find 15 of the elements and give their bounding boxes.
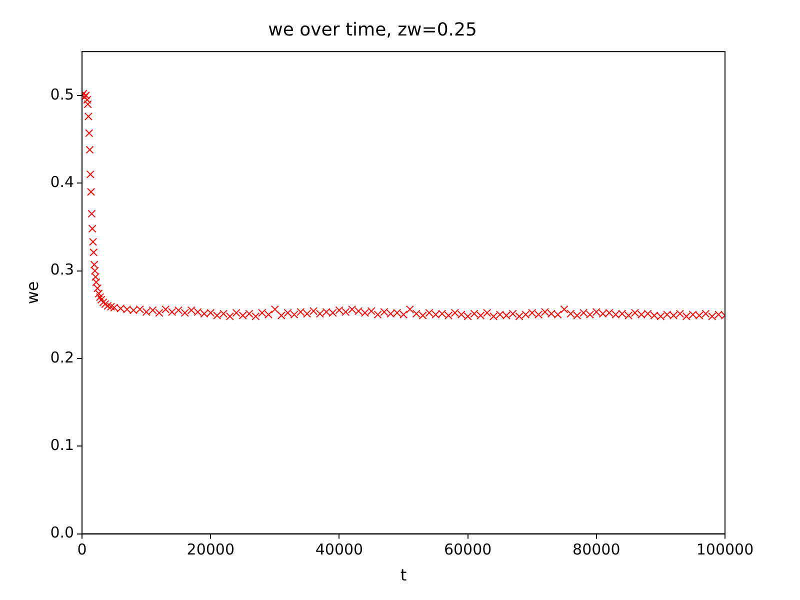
x-tick-label: 0 <box>77 540 87 559</box>
x-tick-label: 20000 <box>186 540 235 559</box>
chart-title: we over time, zw=0.25 <box>268 19 477 40</box>
y-tick-label: 0.3 <box>50 260 74 279</box>
x-tick-label: 80000 <box>572 540 620 559</box>
y-tick-label: 0.5 <box>50 85 74 104</box>
x-tick-label: 40000 <box>315 540 364 559</box>
y-tick-label: 0.0 <box>50 524 74 542</box>
y-tick-label: 0.1 <box>50 436 74 454</box>
y-axis-title: we <box>22 281 42 304</box>
x-tick-label: 60000 <box>444 540 492 559</box>
x-tick-label: 100000 <box>696 540 754 559</box>
y-tick-label: 0.4 <box>50 173 74 191</box>
y-tick-label: 0.2 <box>50 348 74 366</box>
x-axis-title: t <box>400 566 407 585</box>
